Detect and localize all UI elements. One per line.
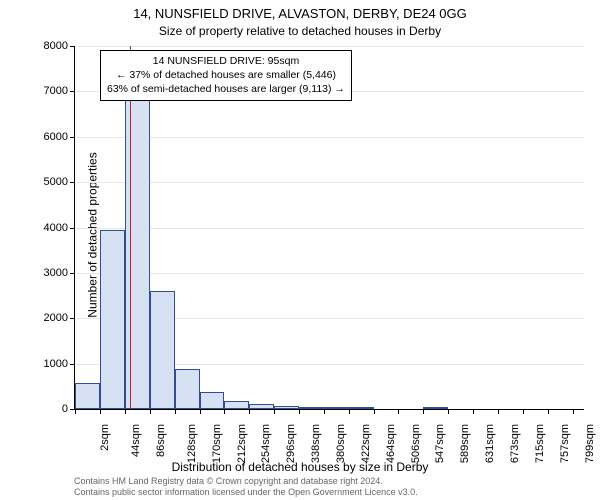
x-tick [249, 409, 250, 414]
x-tick [573, 409, 574, 414]
gridline [75, 228, 584, 229]
gridline [75, 46, 584, 47]
x-tick [398, 409, 399, 414]
histogram-bar [100, 230, 125, 409]
annotation-line3: 63% of semi-detached houses are larger (… [107, 82, 345, 96]
x-tick-label: 380sqm [335, 424, 347, 463]
histogram-bar [150, 291, 175, 409]
chart-subtitle: Size of property relative to detached ho… [0, 24, 600, 38]
x-tick-label: 673sqm [509, 424, 521, 463]
annotation-box: 14 NUNSFIELD DRIVE: 95sqm ← 37% of detac… [100, 50, 352, 101]
histogram-bar [75, 383, 100, 409]
annotation-line1: 14 NUNSFIELD DRIVE: 95sqm [107, 54, 345, 68]
plot-area [74, 46, 584, 410]
x-tick [473, 409, 474, 414]
y-tick-label: 6000 [18, 131, 68, 143]
footer-line1: Contains HM Land Registry data © Crown c… [74, 476, 592, 487]
x-tick-label: 547sqm [434, 424, 446, 463]
x-tick [150, 409, 151, 414]
gridline [75, 182, 584, 183]
histogram-bar [274, 406, 299, 409]
x-tick-label: 2sqm [99, 424, 111, 451]
histogram-bar [175, 369, 200, 409]
y-tick-label: 8000 [18, 40, 68, 52]
y-tick-label: 7000 [18, 85, 68, 97]
chart-title: 14, NUNSFIELD DRIVE, ALVASTON, DERBY, DE… [0, 6, 600, 21]
y-tick-label: 1000 [18, 358, 68, 370]
histogram-bar [200, 392, 225, 409]
x-tick [175, 409, 176, 414]
y-tick-label: 4000 [18, 222, 68, 234]
x-tick [423, 409, 424, 414]
x-tick-label: 757sqm [559, 424, 571, 463]
y-tick [70, 46, 75, 47]
x-tick-label: 212sqm [236, 424, 248, 463]
footer: Contains HM Land Registry data © Crown c… [74, 476, 592, 498]
x-tick [274, 409, 275, 414]
x-tick-label: 128sqm [186, 424, 198, 463]
histogram-bar [324, 407, 349, 409]
x-tick-label: 44sqm [130, 424, 142, 457]
histogram-bar [249, 404, 274, 409]
x-tick [299, 409, 300, 414]
x-tick-label: 296sqm [286, 424, 298, 463]
x-tick [374, 409, 375, 414]
x-tick-label: 799sqm [584, 424, 596, 463]
x-tick [498, 409, 499, 414]
x-tick-label: 254sqm [261, 424, 273, 463]
y-tick [70, 91, 75, 92]
figure: 14, NUNSFIELD DRIVE, ALVASTON, DERBY, DE… [0, 0, 600, 500]
y-tick [70, 137, 75, 138]
x-tick [523, 409, 524, 414]
y-tick [70, 318, 75, 319]
x-tick [224, 409, 225, 414]
y-tick-label: 5000 [18, 176, 68, 188]
y-tick-label: 0 [18, 403, 68, 415]
y-tick-label: 2000 [18, 312, 68, 324]
x-tick-label: 86sqm [155, 424, 167, 457]
histogram-bar [349, 407, 374, 409]
histogram-bar [423, 407, 448, 409]
histogram-bar [299, 407, 324, 409]
x-tick-label: 422sqm [360, 424, 372, 463]
x-tick [548, 409, 549, 414]
x-tick [125, 409, 126, 414]
y-tick [70, 273, 75, 274]
x-tick-label: 170sqm [211, 424, 223, 463]
x-tick [324, 409, 325, 414]
histogram-bar [224, 401, 249, 409]
x-tick-label: 464sqm [385, 424, 397, 463]
footer-line2: Contains public sector information licen… [74, 487, 592, 498]
gridline [75, 137, 584, 138]
y-tick-label: 3000 [18, 267, 68, 279]
y-tick [70, 228, 75, 229]
x-tick-label: 631sqm [484, 424, 496, 463]
y-tick [70, 364, 75, 365]
x-tick-label: 715sqm [534, 424, 546, 463]
histogram-bar [125, 98, 150, 409]
x-tick [200, 409, 201, 414]
gridline [75, 273, 584, 274]
x-axis-label: Distribution of detached houses by size … [0, 460, 600, 474]
x-tick [75, 409, 76, 414]
x-tick [448, 409, 449, 414]
x-tick-label: 589sqm [459, 424, 471, 463]
x-tick [349, 409, 350, 414]
x-tick [100, 409, 101, 414]
y-tick [70, 182, 75, 183]
x-tick-label: 506sqm [410, 424, 422, 463]
annotation-line2: ← 37% of detached houses are smaller (5,… [107, 68, 345, 82]
x-tick-label: 338sqm [310, 424, 322, 463]
